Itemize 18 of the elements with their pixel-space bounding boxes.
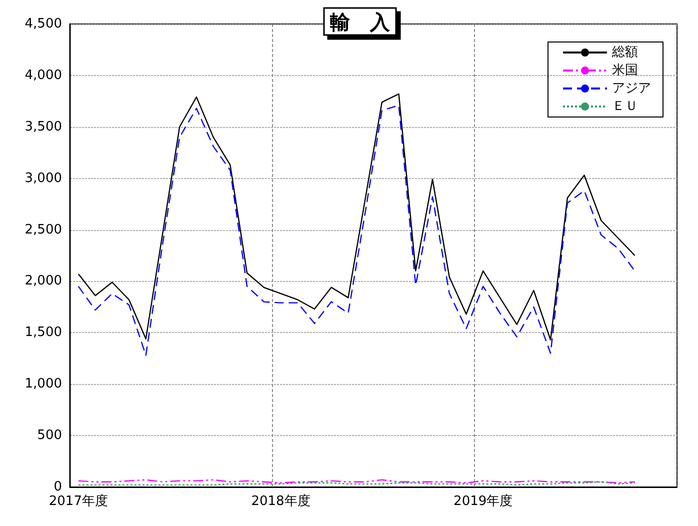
y-tick-label: 1,000 bbox=[24, 376, 62, 392]
y-tick-label: 2,000 bbox=[24, 274, 62, 289]
y-tick-label: 2,500 bbox=[24, 222, 62, 238]
y-tick-label: 500 bbox=[37, 428, 62, 444]
y-tick-label: 4,000 bbox=[24, 68, 62, 83]
y-tick-label: 4,500 bbox=[24, 16, 62, 32]
chart-title: 輸 入 bbox=[329, 10, 391, 34]
legend-label: 米国 bbox=[612, 63, 638, 78]
legend-label: アジア bbox=[612, 81, 651, 96]
legend-label: 総額 bbox=[611, 45, 638, 60]
legend-label: ＥＵ bbox=[612, 99, 638, 114]
y-tick-label: 3,500 bbox=[24, 119, 62, 134]
x-tick-label: 2018年度 bbox=[251, 493, 310, 509]
y-tick-label: 1,500 bbox=[24, 325, 62, 340]
x-tick-label: 2019年度 bbox=[454, 493, 513, 509]
y-tick-label: 3,000 bbox=[24, 170, 62, 186]
x-tick-label: 2017年度 bbox=[48, 493, 108, 509]
y-tick-label: 0 bbox=[54, 480, 62, 494]
